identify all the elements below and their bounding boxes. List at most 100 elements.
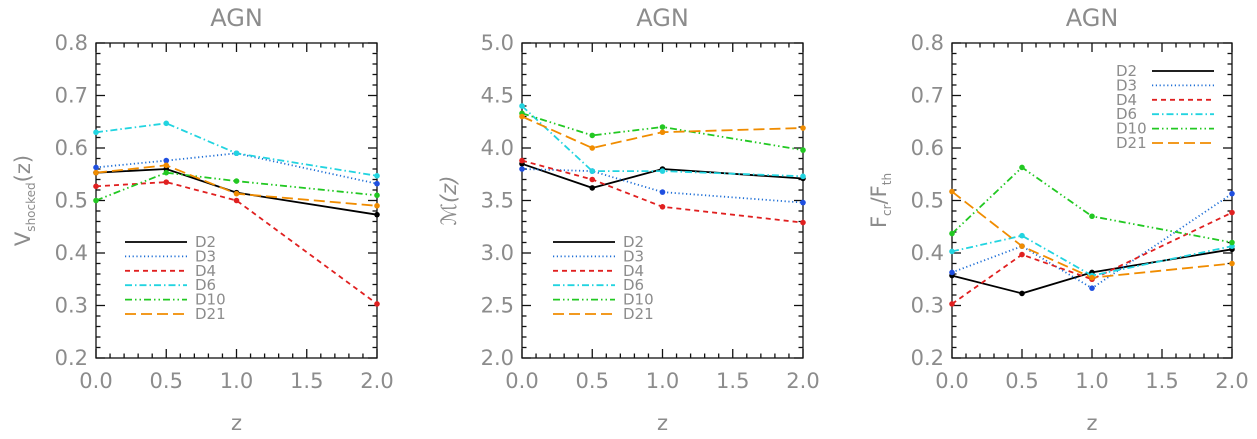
- data-point-d21: [589, 145, 596, 151]
- data-point-d21: [374, 202, 380, 209]
- series-line-d2: [95, 168, 378, 216]
- data-point-d6: [589, 168, 596, 174]
- data-point-d3: [519, 166, 525, 172]
- y-axis-label: Vshocked(z): [11, 155, 38, 246]
- series-line-d6: [95, 122, 378, 177]
- y-tick-label: 0.5: [55, 189, 88, 213]
- data-point-d10: [93, 197, 99, 204]
- chart-title: AGN: [1066, 4, 1119, 32]
- y-tick-label: 0.7: [55, 84, 88, 108]
- y-tick-label: 4.0: [481, 136, 514, 160]
- series-line-d10: [521, 112, 804, 151]
- y-tick-label: 0.4: [55, 241, 88, 265]
- series-line-d4: [951, 211, 1233, 305]
- y-tick-label: 0.4: [911, 241, 944, 265]
- legend-label-d2: D2: [623, 233, 644, 251]
- series-line-d3: [95, 152, 378, 185]
- legend-label-d2: D2: [1116, 62, 1137, 80]
- data-point-d4: [1019, 251, 1025, 258]
- legend-label-d21: D21: [1116, 134, 1147, 152]
- data-point-d21: [163, 162, 170, 169]
- data-point-d10: [1229, 239, 1235, 246]
- legend-label-d21: D21: [623, 305, 654, 323]
- legend-label-d10: D10: [195, 291, 226, 309]
- data-point-d6: [374, 173, 380, 179]
- x-tick-label: 2.0: [786, 369, 819, 393]
- data-point-d21: [1229, 260, 1235, 267]
- data-point-d3: [93, 164, 99, 171]
- y-tick-label: 0.8: [911, 31, 944, 55]
- data-point-d10: [659, 124, 666, 130]
- data-point-d10: [1019, 164, 1025, 171]
- data-point-d10: [800, 147, 806, 153]
- x-axis-label: z: [1086, 411, 1097, 435]
- y-axis-label: Fcr/Fth: [867, 173, 894, 228]
- series-line-d10: [951, 166, 1233, 244]
- data-point-d6: [949, 248, 955, 255]
- data-point-d4: [93, 183, 99, 190]
- legend-label-d4: D4: [1116, 91, 1137, 109]
- data-point-d10: [1089, 213, 1095, 220]
- legend-label-d2: D2: [195, 233, 216, 251]
- chart-panel-2: AGN 0.0 0.5 1.0 1.5 2.0 2.0 2.5 3.0 3.5 4.0 4.5 5.0 z…: [437, 4, 820, 435]
- data-point-d6: [800, 173, 806, 180]
- data-point-d4: [949, 301, 955, 307]
- data-point-d4: [233, 197, 240, 204]
- y-tick-label: 0.8: [55, 31, 88, 55]
- legend-label-d6: D6: [195, 276, 216, 294]
- legend-label-d10: D10: [623, 291, 654, 309]
- y-tick-label: 0.3: [911, 294, 944, 318]
- chart-panel-3: AGN 0.0 0.5 1.0 1.5 2.0 0.2 0.3 0.4 0.5 0.6 0.7 0.8 z…: [867, 4, 1249, 435]
- y-tick-label: 0.6: [55, 136, 88, 160]
- data-point-d10: [374, 192, 380, 199]
- x-tick-label: 0.5: [576, 369, 609, 393]
- y-tick-label: 2.5: [481, 294, 514, 318]
- legend-label-d3: D3: [1116, 76, 1137, 94]
- y-tick-label: 4.5: [481, 84, 514, 108]
- x-tick-label: 2.0: [360, 369, 393, 393]
- y-tick-label: 0.2: [55, 346, 88, 370]
- series-line-d21: [95, 164, 378, 207]
- series-line-d6: [951, 234, 1233, 277]
- data-point-d4: [800, 219, 806, 226]
- y-tick-label: 2.0: [481, 346, 514, 370]
- data-point-d10: [949, 230, 955, 237]
- plot-frame: [521, 42, 804, 359]
- data-point-d6: [519, 103, 525, 109]
- data-point-d3: [659, 189, 666, 195]
- x-axis-label: z: [231, 411, 242, 435]
- data-point-d21: [1089, 274, 1095, 281]
- data-point-d21: [233, 190, 240, 197]
- x-tick-label: 1.0: [1075, 369, 1108, 393]
- data-point-d10: [589, 132, 596, 139]
- data-point-d21: [949, 188, 955, 195]
- y-tick-label: 0.5: [911, 189, 944, 213]
- x-tick-label: 0.5: [1005, 369, 1038, 393]
- chart-panel-1: AGN 0.0 0.5 1.0 1.5 2.0 0.2 0.3 0.4 0.5 0.6 0.7 0.8 z…: [11, 4, 394, 435]
- x-tick-label: 0.5: [150, 369, 183, 393]
- data-point-d4: [163, 179, 170, 185]
- y-tick-label: 3.0: [481, 241, 514, 265]
- data-point-d21: [800, 125, 806, 131]
- legend-label-d4: D4: [195, 262, 216, 280]
- legend-label-d6: D6: [623, 276, 644, 294]
- series-line-d21: [521, 115, 804, 149]
- legend-label-d10: D10: [1116, 120, 1147, 138]
- y-tick-label: 0.2: [911, 346, 944, 370]
- legend-label-d3: D3: [195, 247, 216, 265]
- y-tick-label: 0.7: [911, 84, 944, 108]
- data-point-d2: [1019, 290, 1025, 297]
- legend-label-d6: D6: [1116, 105, 1137, 123]
- data-point-d10: [163, 169, 170, 176]
- y-tick-label: 5.0: [481, 31, 514, 55]
- data-point-d2: [374, 211, 380, 218]
- legend-label-d3: D3: [623, 247, 644, 265]
- series-line-d4: [521, 159, 804, 224]
- x-tick-label: 0.0: [505, 369, 538, 393]
- data-point-d6: [1019, 232, 1025, 239]
- data-point-d6: [233, 150, 240, 157]
- x-tick-label: 1.5: [716, 369, 749, 393]
- chart-title: AGN: [210, 4, 263, 32]
